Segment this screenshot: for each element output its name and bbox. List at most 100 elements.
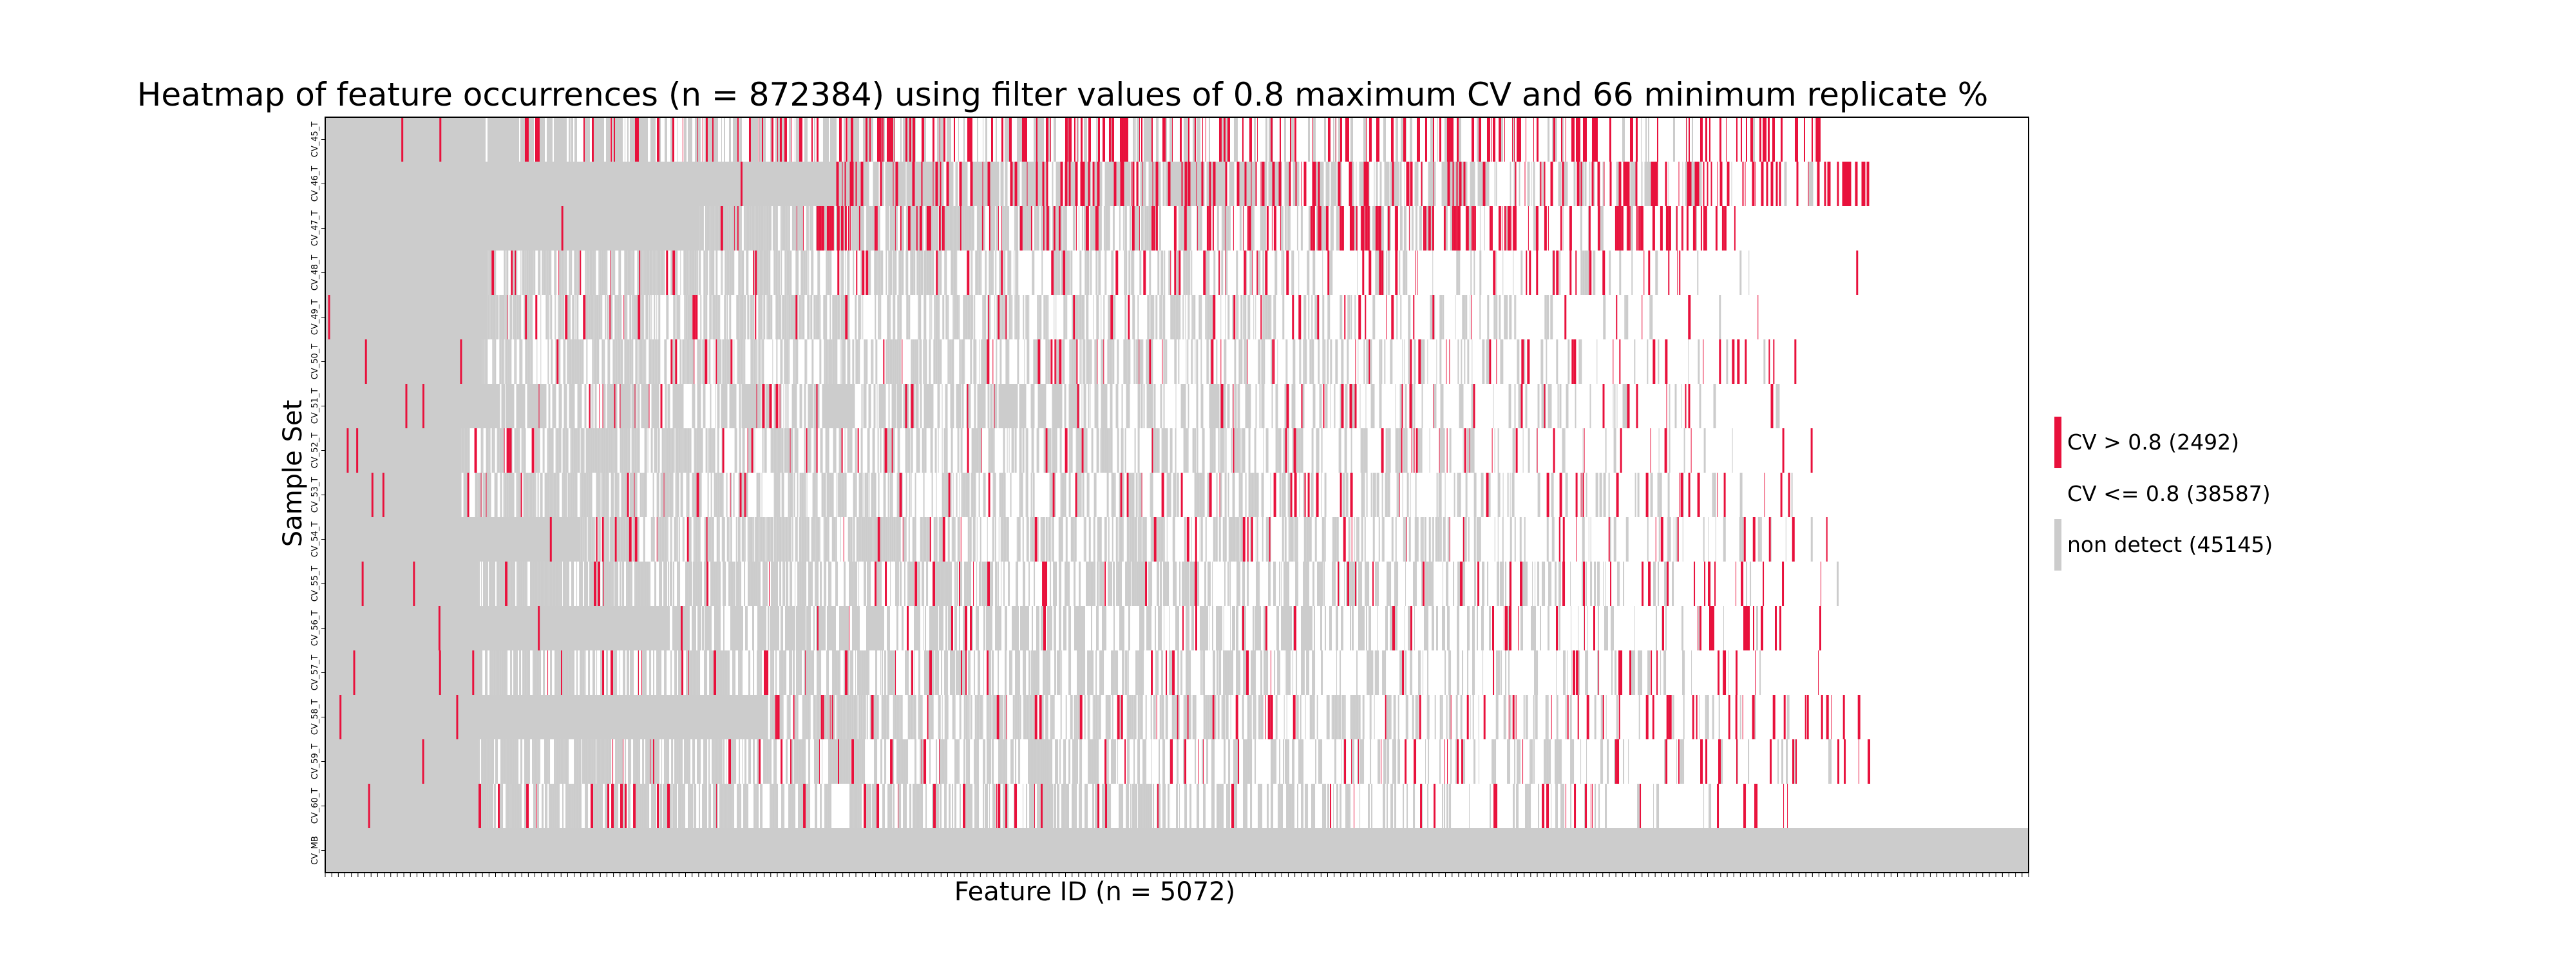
heatmap-cell: [1032, 162, 1034, 206]
heatmap-cell: [1739, 251, 1742, 295]
heatmap-cell: [555, 295, 556, 339]
heatmap-cell: [1421, 339, 1423, 384]
heatmap-cell: [1227, 206, 1230, 251]
heatmap-cell: [1470, 162, 1472, 206]
heatmap-cell: [829, 606, 831, 650]
heatmap-cell: [734, 206, 735, 251]
heatmap-cell: [1705, 206, 1707, 251]
heatmap-cell: [990, 251, 992, 295]
heatmap-cell: [721, 251, 723, 295]
heatmap-cell: [1288, 473, 1291, 517]
heatmap-cell: [1206, 606, 1208, 650]
heatmap-cell: [1032, 384, 1035, 428]
heatmap-cell: [1613, 428, 1616, 473]
heatmap-cell: [731, 606, 734, 650]
heatmap-cell: [726, 295, 728, 339]
heatmap-cell: [611, 473, 614, 517]
heatmap-cell: [1036, 339, 1038, 384]
heatmap-cell: [598, 517, 599, 562]
heatmap-cell: [547, 339, 549, 384]
heatmap-cell: [559, 117, 562, 162]
heatmap-cell: [789, 339, 790, 384]
heatmap-cell: [1183, 117, 1186, 162]
heatmap-cell: [1416, 162, 1419, 206]
heatmap-cell: [1548, 206, 1549, 251]
heatmap-cell: [630, 562, 632, 606]
heatmap-cell: [815, 562, 817, 606]
heatmap-cell: [1484, 206, 1485, 251]
heatmap-cell: [1217, 206, 1219, 251]
heatmap-cell: [797, 117, 799, 162]
heatmap-cell: [540, 117, 542, 162]
heatmap-cell: [1311, 606, 1312, 650]
heatmap-cell: [1773, 339, 1775, 384]
heatmap-cell: [1424, 206, 1426, 251]
heatmap-cell: [478, 473, 481, 517]
heatmap-cell: [661, 517, 665, 562]
heatmap-cell: [1349, 206, 1352, 251]
heatmap-cell: [764, 517, 766, 562]
heatmap-cell: [1245, 251, 1247, 295]
heatmap-cell: [1054, 384, 1057, 428]
heatmap-cell: [1780, 117, 1783, 162]
heatmap-cell: [723, 606, 724, 650]
heatmap-cell: [1354, 517, 1355, 562]
heatmap-cell: [1135, 117, 1136, 162]
heatmap-cell: [540, 473, 543, 517]
heatmap-cell: [1444, 117, 1447, 162]
heatmap-cell: [1207, 473, 1209, 517]
heatmap-cell: [916, 428, 918, 473]
heatmap-cell: [885, 206, 887, 251]
heatmap-cell: [1387, 562, 1388, 606]
heatmap-cell: [1301, 606, 1302, 650]
heatmap-cell: [1121, 117, 1124, 162]
heatmap-cell: [1621, 206, 1624, 251]
heatmap-cell: [998, 562, 999, 606]
heatmap-cell: [524, 295, 526, 339]
heatmap-cell: [885, 162, 887, 206]
heatmap-cell: [734, 562, 736, 606]
heatmap-cell: [1023, 562, 1026, 606]
heatmap-cell: [1191, 251, 1193, 295]
heatmap-cell: [1086, 339, 1088, 384]
heatmap-cell: [1309, 117, 1310, 162]
heatmap-cell: [1723, 206, 1725, 251]
heatmap-cell: [589, 384, 591, 428]
heatmap-cell: [1032, 650, 1034, 695]
heatmap-cell: [829, 251, 832, 295]
heatmap-cell: [1524, 162, 1526, 206]
heatmap-cell: [1151, 517, 1154, 562]
heatmap-cell: [715, 206, 719, 251]
heatmap-cell: [938, 162, 940, 206]
heatmap-cell: [759, 517, 761, 562]
heatmap-cell: [1784, 162, 1787, 206]
heatmap-cell: [788, 606, 790, 650]
heatmap-cell: [997, 162, 999, 206]
heatmap-cell: [1378, 117, 1379, 162]
heatmap-cell: [1593, 251, 1596, 295]
heatmap-cell: [665, 384, 667, 428]
heatmap-cell: [1558, 162, 1560, 206]
heatmap-cell: [900, 117, 902, 162]
heatmap-cell: [1042, 162, 1045, 206]
heatmap-cell: [1206, 295, 1208, 339]
heatmap-cell: [1372, 562, 1374, 606]
heatmap-cell: [1308, 295, 1310, 339]
heatmap-cell: [764, 650, 766, 695]
heatmap-cell: [987, 384, 990, 428]
heatmap-cell: [1130, 473, 1132, 517]
heatmap-cell: [841, 473, 844, 517]
heatmap-cell: [1169, 473, 1171, 517]
heatmap-cell: [592, 384, 594, 428]
heatmap-cell: [607, 517, 609, 562]
heatmap-cell: [770, 295, 773, 339]
heatmap-cell: [658, 339, 661, 384]
heatmap-cell: [1340, 384, 1341, 428]
heatmap-cell: [1303, 339, 1305, 384]
heatmap-cell: [1759, 117, 1761, 162]
heatmap-cell: [1276, 606, 1279, 650]
heatmap-cell: [1442, 606, 1443, 650]
heatmap-cell: [1233, 295, 1236, 339]
heatmap-cell: [940, 206, 942, 251]
heatmap-cell: [1312, 473, 1314, 517]
